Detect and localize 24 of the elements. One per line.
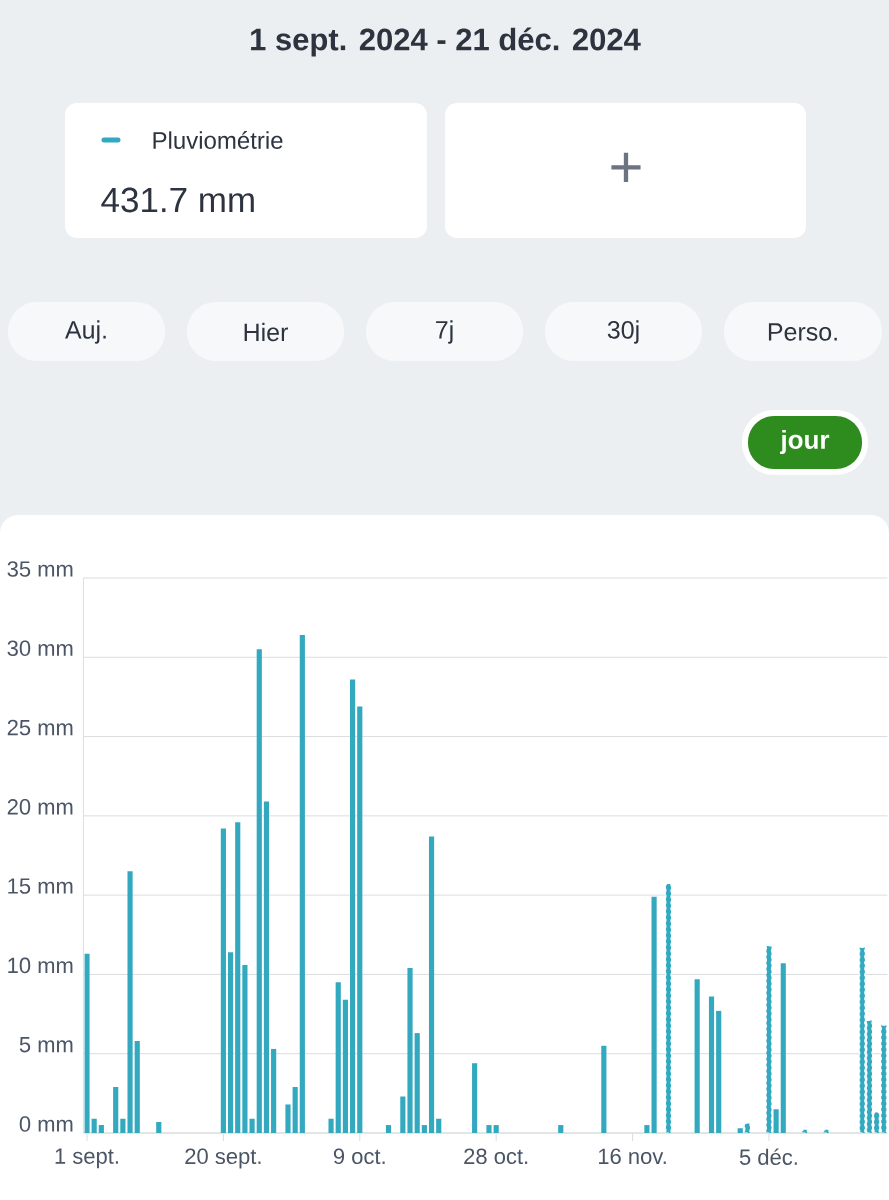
text: Perso. bbox=[768, 323, 837, 341]
y-tick-label: 30 mm bbox=[7, 640, 73, 657]
text: Auj. bbox=[65, 320, 106, 344]
text: 7j bbox=[436, 320, 453, 344]
y-tick-label: 0 mm bbox=[19, 1116, 73, 1132]
y-tick-label: 10 mm bbox=[8, 957, 73, 974]
text: jour bbox=[780, 429, 830, 455]
x-tick-label: 1 sept. bbox=[55, 1148, 118, 1169]
text: + bbox=[611, 152, 641, 183]
x-tick-label: 16 nov. bbox=[598, 1148, 666, 1165]
chart-title: 1 sept. 2024 - 21 déc. 2024 bbox=[251, 27, 641, 57]
x-tick-label: 28 oct. bbox=[464, 1148, 528, 1165]
x-tick-label: 5 déc. bbox=[739, 1148, 797, 1165]
y-tick-label: 20 mm bbox=[7, 799, 73, 815]
x-tick-label: 20 sept. bbox=[185, 1148, 261, 1169]
y-tick-label: 35 mm bbox=[7, 561, 73, 577]
y-tick-label: 25 mm bbox=[7, 719, 73, 736]
x-tick-label: 9 oct. bbox=[333, 1148, 385, 1165]
y-tick-label: 5 mm bbox=[19, 1037, 73, 1053]
text: Hier bbox=[244, 322, 288, 342]
y-tick-label: 15 mm bbox=[8, 878, 73, 894]
text: 431.7 mm bbox=[101, 187, 254, 213]
legend-label: Pluviométrie bbox=[153, 131, 283, 149]
text: 30j bbox=[607, 320, 639, 344]
